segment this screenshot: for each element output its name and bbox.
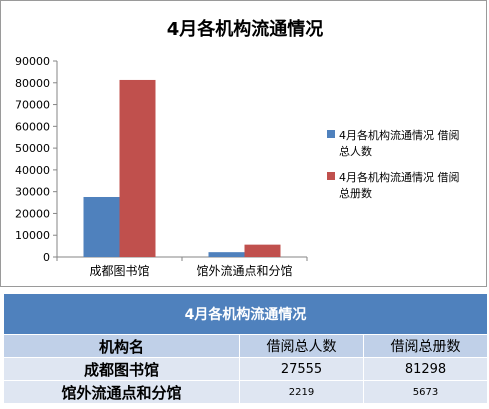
x-tick-label: 馆外流通点和分馆 — [196, 263, 292, 278]
row-volumes-value: 81298 — [362, 357, 489, 381]
chart-title: 4月各机构流通情况 — [167, 18, 324, 40]
bar — [119, 79, 156, 257]
bar — [208, 252, 245, 257]
row-borrowers-value: 2219 — [239, 380, 364, 404]
table-row: 成都图书馆 27555 81298 — [3, 357, 489, 381]
legend-swatch — [327, 172, 335, 180]
row-volumes-value: 5673 — [362, 380, 489, 404]
y-tick-label: 50000 — [15, 142, 50, 155]
column-header-borrowers: 借阅总人数 — [239, 334, 364, 358]
table-header-row: 机构名 借阅总人数 借阅总册数 — [3, 334, 489, 358]
row-institution-name: 馆外流通点和分馆 — [3, 380, 240, 404]
legend-label: 4月各机构流通情况 借阅总册数 — [339, 170, 460, 200]
table-row: 馆外流通点和分馆 2219 5673 — [3, 380, 489, 404]
y-tick-label: 20000 — [15, 207, 50, 220]
column-header-institution: 机构名 — [3, 334, 240, 358]
legend-label: 4月各机构流通情况 借阅总人数 — [339, 128, 460, 158]
table-title: 4月各机构流通情况 — [2, 293, 489, 335]
data-table: 4月各机构流通情况 机构名 借阅总人数 借阅总册数 成都图书馆 27555 81… — [2, 293, 489, 404]
y-tick-label: 70000 — [15, 99, 50, 112]
chart-area: 4月各机构流通情况 0 10000 20000 30000 40000 50000 60000… — [0, 0, 487, 287]
y-tick-label: 30000 — [15, 186, 50, 199]
row-borrowers-value: 27555 — [239, 357, 364, 381]
column-header-volumes: 借阅总册数 — [362, 334, 489, 358]
y-tick-label: 10000 — [15, 229, 50, 242]
y-tick-label: 90000 — [15, 55, 50, 68]
y-tick-label: 60000 — [15, 120, 50, 133]
bar-chart: 4月各机构流通情况 0 10000 20000 30000 40000 50000 60000… — [15, 18, 460, 278]
y-tick-label: 0 — [43, 251, 50, 264]
y-tick-label: 40000 — [15, 164, 50, 177]
bar — [83, 196, 120, 257]
bar — [244, 244, 281, 257]
x-tick-label: 成都图书馆 — [89, 263, 149, 278]
row-institution-name: 成都图书馆 — [3, 357, 240, 381]
y-tick-label: 80000 — [15, 77, 50, 90]
legend-swatch — [327, 130, 335, 138]
